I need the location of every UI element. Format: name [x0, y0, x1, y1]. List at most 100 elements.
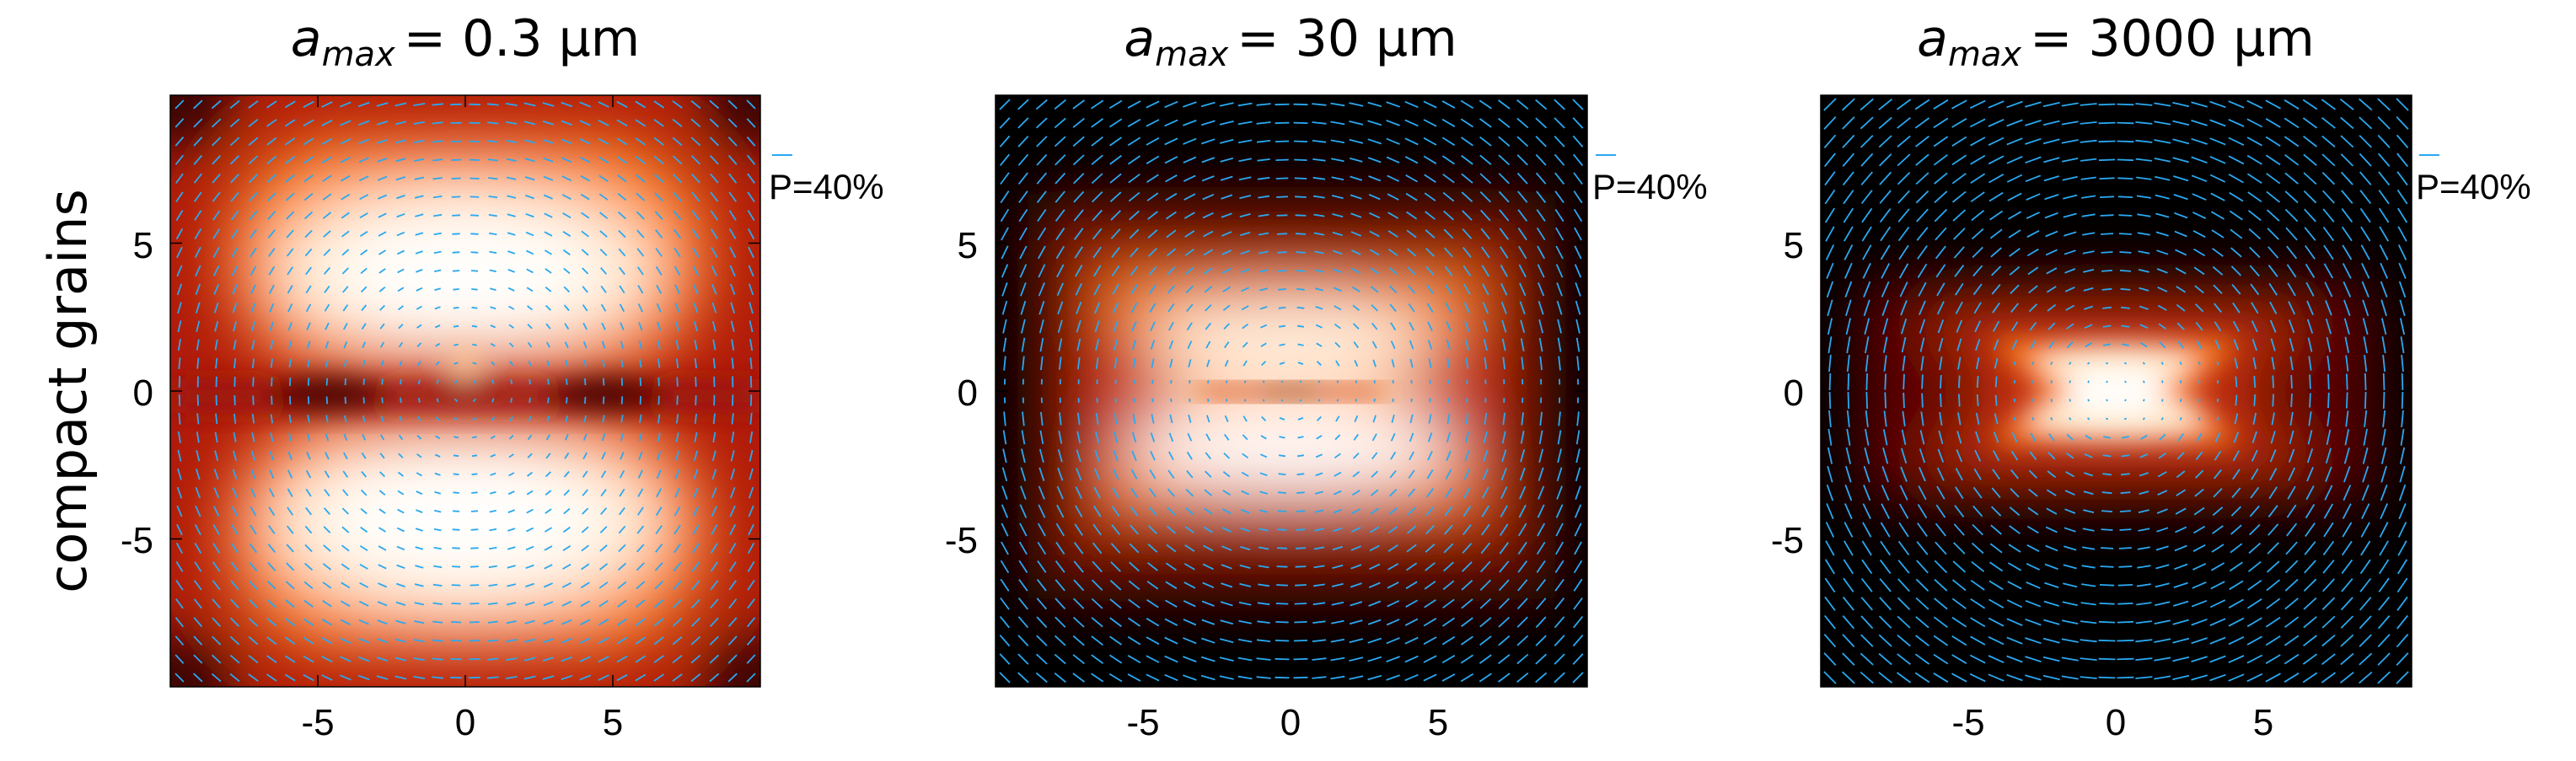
polarization-vector: [2137, 565, 2151, 569]
polarization-vector: [1446, 431, 1452, 442]
polarization-vector: [1862, 522, 1872, 538]
polarization-vector: [709, 118, 720, 128]
polarization-vector: [1861, 207, 1873, 223]
polarization-vector: [1386, 137, 1400, 145]
polarization-vector: [358, 600, 369, 607]
polarization-vector: [655, 544, 663, 553]
polarization-vector: [2380, 465, 2387, 483]
polarization-vector: [266, 655, 277, 663]
polarization-vector: [710, 228, 718, 239]
polarization-vector: [2028, 303, 2038, 313]
polarization-vector: [1076, 301, 1082, 314]
polarization-vector: [1202, 581, 1215, 589]
polarization-vector: [2099, 584, 2115, 587]
polarization-vector: [340, 619, 351, 625]
polarization-vector: [2340, 634, 2354, 647]
polarization-vector: [2047, 322, 2056, 330]
polarization-vector: [251, 414, 255, 424]
polarization-vector: [1203, 544, 1214, 552]
polarization-vector: [1036, 635, 1048, 646]
polarization-vector: [579, 120, 591, 126]
polarization-vector: [1037, 209, 1047, 222]
polarization-vector: [1055, 598, 1066, 610]
polarization-vector: [616, 655, 628, 663]
polarization-vector: [1113, 320, 1119, 332]
polarization-vector: [1318, 399, 1321, 402]
polarization-vector: [323, 507, 330, 515]
polarization-vector: [2232, 302, 2241, 314]
polarization-vector: [583, 359, 587, 367]
polarization-vector: [395, 158, 406, 163]
polarization-vector: [527, 453, 533, 458]
polarization-vector: [1935, 264, 1946, 278]
polarization-vector: [581, 544, 589, 552]
polarization-vector: [1535, 136, 1547, 147]
polarization-vector: [2099, 196, 2115, 198]
polarization-vector: [1055, 616, 1066, 628]
polarization-vector: [491, 361, 496, 366]
panel-1-title: amax = 0.3 μm: [291, 9, 640, 74]
polarization-vector: [1479, 579, 1492, 592]
polarization-vector: [1331, 601, 1344, 606]
polarization-vector: [1481, 246, 1490, 259]
polarization-vector: [1055, 172, 1066, 185]
polarization-vector: [1409, 340, 1414, 350]
polarization-vector: [489, 287, 496, 292]
polarization-vector: [1483, 320, 1489, 333]
polarization-vector: [543, 138, 554, 144]
polarization-vector: [601, 340, 606, 349]
polarization-vector: [692, 506, 700, 517]
polarization-vector: [1314, 269, 1324, 273]
polarization-vector: [580, 581, 590, 589]
polarization-vector: [2046, 507, 2058, 515]
polarization-vector: [1537, 504, 1545, 518]
polarization-vector: [1879, 578, 1892, 592]
polarization-vector: [1499, 228, 1510, 240]
polarization-vector: [2284, 653, 2300, 665]
polarization-vector: [525, 212, 534, 218]
polarization-vector: [471, 288, 478, 291]
polarization-vector: [487, 639, 499, 642]
polarization-vector: [1242, 323, 1249, 330]
polarization-vector: [598, 563, 609, 571]
polarization-vector: [2084, 324, 2093, 330]
polarization-vector: [1535, 672, 1548, 683]
polarization-vector: [636, 211, 645, 220]
polarization-vector: [1257, 158, 1270, 162]
polarization-vector: [694, 413, 697, 424]
polarization-vector: [1020, 282, 1027, 297]
polarization-vector: [1038, 301, 1045, 315]
polarization-vector: [2401, 410, 2404, 427]
polarization-vector: [248, 174, 259, 184]
polarization-vector: [2173, 194, 2188, 201]
polarization-vector: [2191, 599, 2208, 608]
polarization-vector: [2173, 600, 2189, 607]
polarization-vector: [583, 415, 587, 423]
polarization-vector: [2194, 303, 2204, 313]
polarization-vector: [1970, 137, 1986, 147]
polarization-vector: [2284, 598, 2299, 610]
polarization-vector: [1165, 562, 1177, 571]
polarization-vector: [2064, 286, 2075, 292]
polarization-vector: [676, 395, 679, 405]
polarization-vector: [1461, 598, 1473, 609]
polarization-vector: [175, 598, 184, 609]
polarization-vector: [1183, 193, 1196, 201]
polarization-vector: [747, 228, 755, 240]
polarization-vector: [2064, 508, 2076, 514]
polarization-vector: [673, 580, 682, 591]
polarization-vector: [1200, 120, 1216, 126]
polarization-vector: [1076, 468, 1082, 481]
polarization-vector: [2234, 413, 2239, 425]
polarization-vector: [305, 469, 312, 479]
polarization-vector: [1241, 490, 1250, 496]
polarization-vector: [2100, 565, 2114, 568]
polarization-vector: [344, 359, 347, 367]
polarization-vector: [1521, 356, 1524, 370]
polarization-vector: [2397, 522, 2407, 538]
polarization-vector: [1038, 467, 1045, 481]
polarization-vector: [1001, 300, 1008, 315]
polarization-vector: [1407, 266, 1416, 276]
polarization-vector: [1500, 246, 1509, 259]
polarization-vector: [2246, 673, 2263, 683]
